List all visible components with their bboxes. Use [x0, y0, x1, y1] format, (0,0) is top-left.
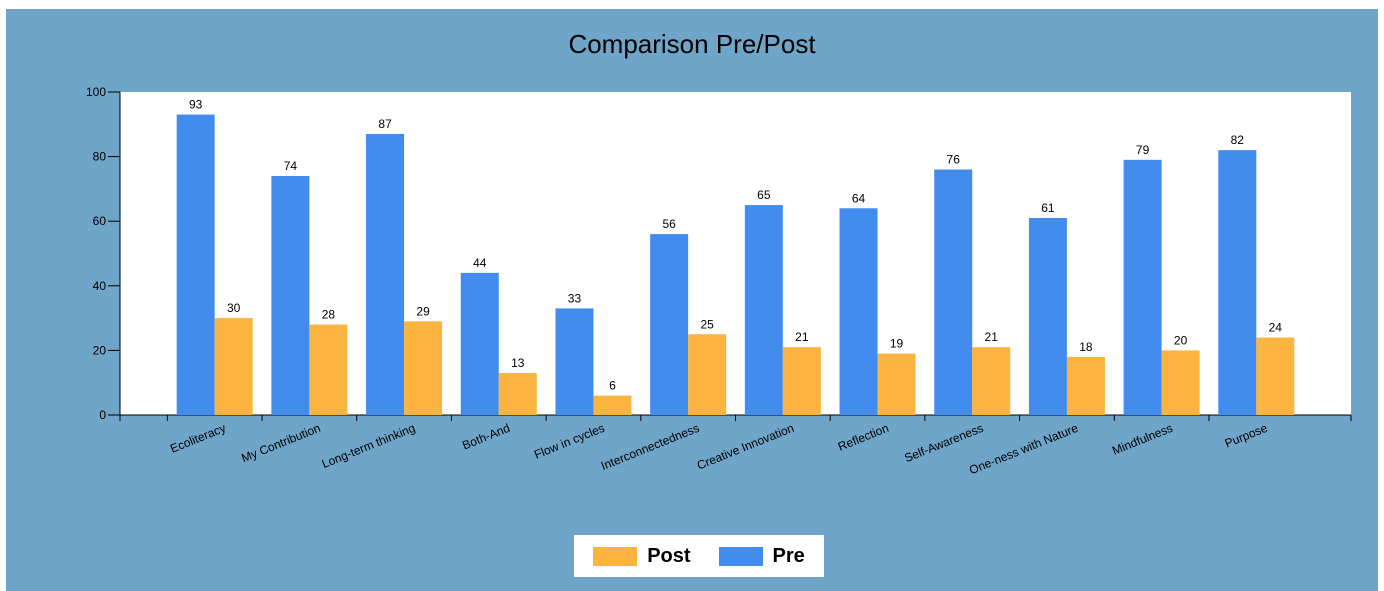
data-label-pre: 74: [284, 159, 298, 173]
legend-item-post: Post: [593, 544, 691, 568]
data-label-post: 30: [227, 301, 241, 315]
data-label-pre: 44: [473, 256, 487, 270]
bar-post: [404, 321, 443, 415]
data-label-post: 13: [511, 356, 525, 370]
bar-post: [782, 347, 821, 415]
chart-title: Comparison Pre/Post: [568, 29, 816, 59]
legend-label-post: Post: [647, 544, 691, 567]
data-label-post: 21: [795, 330, 809, 344]
y-tick-label: 40: [93, 279, 107, 293]
chart-plot: 0 20 40 60 80 100 93 30 Ecoliteracy 74 28 My Contri…: [86, 85, 1352, 478]
bar-pre: [1218, 150, 1257, 415]
data-label-post: 29: [416, 304, 430, 318]
x-tick-label: Long-term thinking: [320, 421, 417, 471]
data-label-pre: 61: [1041, 201, 1055, 215]
data-label-post: 6: [609, 379, 616, 393]
bar-pre: [460, 272, 499, 415]
x-tick-label: Ecoliteracy: [168, 421, 228, 456]
data-label-pre: 79: [1136, 143, 1150, 157]
x-tick-label: Reflection: [836, 421, 891, 454]
data-label-post: 21: [985, 330, 999, 344]
bar-pre: [1028, 217, 1067, 415]
legend-swatch-pre: [718, 546, 763, 566]
data-label-pre: 64: [852, 191, 866, 205]
data-label-pre: 76: [947, 153, 961, 167]
x-tick-label: One-ness with Nature: [967, 421, 1080, 478]
data-label-pre: 65: [757, 188, 771, 202]
data-label-pre: 82: [1231, 133, 1245, 147]
bar-pre: [555, 308, 594, 415]
bar-post: [1066, 356, 1105, 415]
legend-label-pre: Pre: [772, 544, 805, 567]
chart-frame: Comparison Pre/Post 0 20 40 60 80 100 93 30 Ecol…: [6, 9, 1378, 591]
legend: Post Pre: [574, 535, 824, 577]
x-tick-label: Both-And: [460, 421, 512, 453]
bar-post: [309, 324, 348, 415]
data-label-pre: 87: [378, 117, 392, 131]
y-tick-label: 100: [86, 85, 106, 99]
data-label-post: 28: [322, 308, 336, 322]
bar-post: [214, 318, 253, 415]
legend-swatch-post: [593, 546, 638, 566]
bar-post: [877, 353, 916, 415]
bar-pre: [934, 169, 973, 415]
data-label-pre: 93: [189, 98, 203, 112]
bar-post: [972, 347, 1011, 415]
y-tick-label: 0: [99, 408, 106, 422]
bar-pre: [650, 234, 689, 415]
data-label-pre: 33: [568, 291, 582, 305]
bar-post: [688, 334, 727, 415]
bar-post: [1256, 337, 1295, 415]
x-tick-label: Interconnectedness: [599, 421, 701, 473]
bar-pre: [176, 114, 215, 416]
x-tick-label: Purpose: [1223, 421, 1270, 451]
bar-pre: [744, 205, 783, 415]
bar-pre: [366, 133, 405, 415]
data-label-post: 19: [890, 337, 904, 351]
bar-post: [1161, 350, 1200, 415]
y-tick-label: 20: [93, 343, 107, 357]
y-tick-label: 60: [93, 214, 107, 228]
bar-post: [593, 395, 632, 415]
bar-pre: [839, 208, 878, 415]
data-label-pre: 56: [662, 217, 676, 231]
bar-pre: [271, 175, 310, 415]
y-tick-label: 80: [93, 150, 107, 164]
data-label-post: 25: [700, 317, 714, 331]
x-tick-label: Flow in cycles: [532, 421, 606, 462]
bar-post: [498, 373, 537, 415]
legend-item-pre: Pre: [718, 544, 805, 568]
x-tick-label: Creative Innovation: [695, 421, 796, 473]
data-label-post: 20: [1174, 333, 1188, 347]
data-label-post: 18: [1079, 340, 1093, 354]
x-tick-label: Mindfulness: [1110, 421, 1175, 458]
data-label-post: 24: [1269, 320, 1283, 334]
x-tick-label: My Contribution: [239, 421, 322, 465]
x-tick-label: Self-Awareness: [902, 421, 985, 465]
bar-pre: [1123, 159, 1162, 415]
